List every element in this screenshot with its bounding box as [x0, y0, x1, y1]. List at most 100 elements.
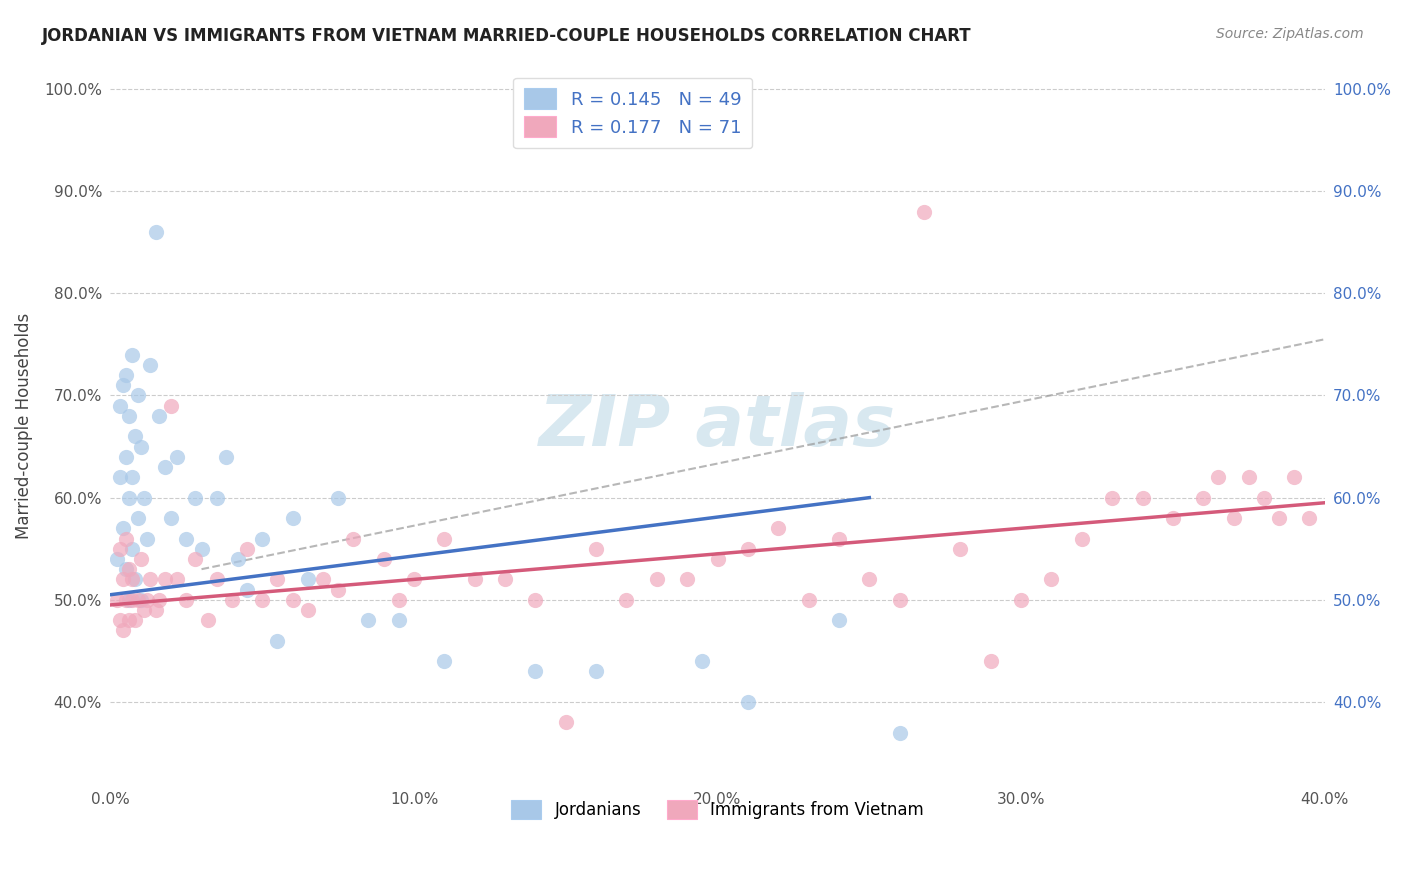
Point [108, 470, 131, 484]
Point [184, 491, 207, 505]
Point [124, 429, 146, 443]
Point [166, 573, 188, 587]
Point [236, 582, 259, 597]
Point [1010, 592, 1032, 607]
Point [373, 552, 395, 566]
Point [139, 358, 162, 372]
Point [252, 592, 274, 607]
Point [127, 511, 149, 525]
Point [402, 573, 425, 587]
Point [160, 511, 183, 525]
Text: Source: ZipAtlas.com: Source: ZipAtlas.com [1216, 27, 1364, 41]
Point [105, 552, 128, 566]
Point [433, 532, 456, 546]
Point [118, 491, 141, 505]
Point [1161, 511, 1184, 525]
Point [166, 450, 188, 464]
Point [118, 613, 141, 627]
Point [889, 592, 911, 607]
Point [706, 552, 728, 566]
Point [357, 613, 380, 627]
Point [342, 532, 364, 546]
Point [889, 725, 911, 739]
Point [797, 592, 820, 607]
Point [190, 541, 212, 556]
Point [949, 541, 972, 556]
Point [205, 573, 228, 587]
Point [124, 613, 146, 627]
Legend: Jordanians, Immigrants from Vietnam: Jordanians, Immigrants from Vietnam [505, 793, 931, 825]
Point [1237, 470, 1260, 484]
Point [281, 592, 304, 607]
Point [121, 573, 143, 587]
Point [111, 624, 134, 638]
Point [205, 491, 228, 505]
Point [153, 460, 176, 475]
Point [912, 204, 935, 219]
Point [129, 440, 152, 454]
Point [153, 573, 176, 587]
Text: ZIP atlas: ZIP atlas [538, 392, 896, 460]
Point [129, 552, 152, 566]
Point [585, 665, 607, 679]
Point [1132, 491, 1154, 505]
Point [108, 613, 131, 627]
Point [176, 532, 198, 546]
Text: JORDANIAN VS IMMIGRANTS FROM VIETNAM MARRIED-COUPLE HOUSEHOLDS CORRELATION CHART: JORDANIAN VS IMMIGRANTS FROM VIETNAM MAR… [42, 27, 972, 45]
Point [114, 592, 136, 607]
Point [127, 592, 149, 607]
Point [184, 552, 207, 566]
Point [118, 409, 141, 423]
Point [1222, 511, 1244, 525]
Point [1208, 470, 1230, 484]
Point [114, 562, 136, 576]
Point [252, 532, 274, 546]
Point [121, 541, 143, 556]
Point [114, 450, 136, 464]
Point [108, 541, 131, 556]
Point [121, 348, 143, 362]
Point [226, 552, 249, 566]
Point [114, 532, 136, 546]
Point [114, 368, 136, 382]
Point [616, 592, 638, 607]
Point [1040, 573, 1063, 587]
Point [215, 450, 238, 464]
Point [145, 225, 167, 239]
Point [388, 592, 411, 607]
Point [858, 573, 880, 587]
Point [176, 592, 198, 607]
Point [828, 613, 851, 627]
Point [111, 378, 134, 392]
Point [980, 654, 1002, 668]
Point [111, 521, 134, 535]
Point [121, 592, 143, 607]
Point [326, 582, 349, 597]
Point [124, 573, 146, 587]
Point [1192, 491, 1215, 505]
Point [768, 521, 790, 535]
Point [1101, 491, 1123, 505]
Point [139, 573, 162, 587]
Point [281, 511, 304, 525]
Point [221, 592, 243, 607]
Point [111, 573, 134, 587]
Point [828, 532, 851, 546]
Point [645, 573, 668, 587]
Point [1284, 470, 1306, 484]
Point [1253, 491, 1275, 505]
Point [297, 573, 319, 587]
Point [1070, 532, 1092, 546]
Point [1268, 511, 1291, 525]
Point [160, 399, 183, 413]
Point [105, 592, 128, 607]
Point [129, 592, 152, 607]
Point [135, 532, 157, 546]
Point [118, 562, 141, 576]
Point [148, 409, 170, 423]
Point [433, 654, 456, 668]
Point [197, 613, 219, 627]
Point [676, 573, 699, 587]
Point [297, 603, 319, 617]
Point [266, 573, 288, 587]
